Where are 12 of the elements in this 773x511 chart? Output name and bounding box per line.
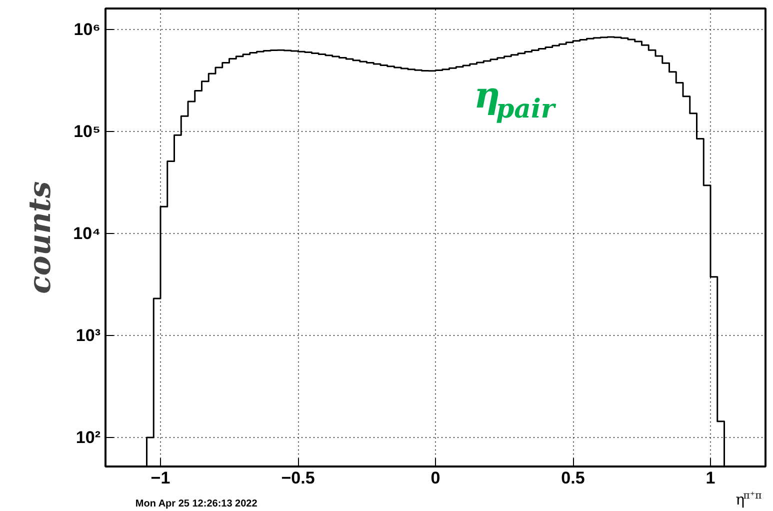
y-tick-label: 10⁴ [73,224,101,243]
y-tick-label: 10³ [76,326,101,345]
x-tick-label: −0.5 [281,468,315,488]
y-tick-label: 10⁶ [74,20,101,39]
y-axis-title: counts [23,181,58,294]
y-tick-label: 10⁵ [74,122,101,141]
y-tick-label: 10² [76,428,101,448]
text: Mon Apr 25 12:26:13 2022 [135,498,258,510]
x-tick-label: 1 [706,468,716,488]
x-tick-label: 0 [430,468,440,488]
x-tick-label: −1 [150,468,170,488]
x-tick-label: 0.5 [561,468,585,488]
